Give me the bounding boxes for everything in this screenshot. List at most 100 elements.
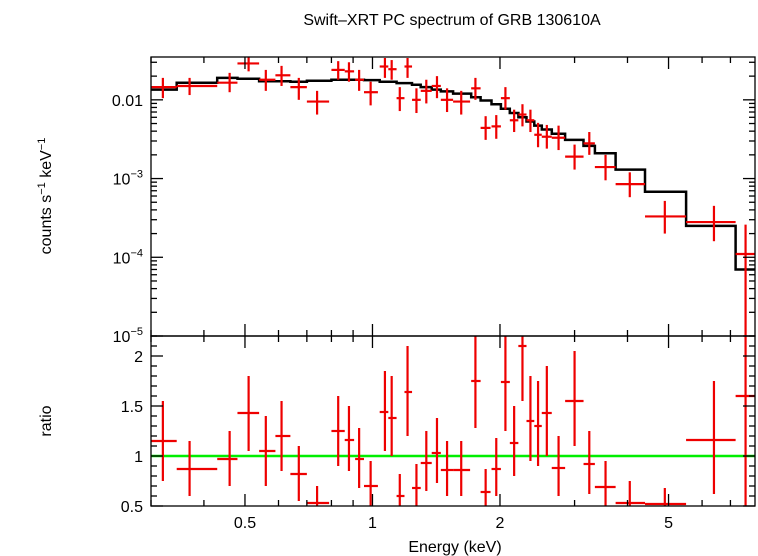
ratio-point (541, 366, 552, 456)
ratio-point (551, 436, 566, 496)
spectrum-point (237, 57, 260, 72)
ratio-point (420, 431, 432, 491)
spectrum-point (735, 224, 755, 336)
ratio-point (217, 431, 238, 486)
ratio-panel (151, 336, 755, 506)
spectrum-point (594, 154, 616, 181)
x-axis-label: Energy (keV) (408, 539, 501, 556)
chart-title: Swift–XRT PC spectrum of GRB 130610A (303, 12, 601, 29)
ratio-point (331, 396, 345, 466)
ratio-point (615, 481, 646, 506)
axes-frames (150, 56, 756, 507)
ratio-point (491, 438, 501, 496)
ratio-point (151, 401, 177, 481)
ratio-point (379, 371, 389, 451)
spectrum-point (306, 90, 330, 115)
spectrum-point (151, 77, 177, 99)
ratio-y-tick-label: 2 (134, 349, 143, 366)
x-tick-label: 5 (664, 515, 673, 532)
spectrum-point (526, 109, 535, 133)
ratio-point (526, 376, 535, 461)
spectrum-point (275, 65, 291, 86)
spectrum-point (217, 72, 238, 93)
spectrum-point (453, 90, 471, 115)
ratio-point (500, 336, 510, 431)
ratio-point (453, 441, 471, 496)
spectrum-point (645, 200, 687, 234)
ratio-point (645, 488, 687, 506)
spectrum-point (412, 88, 421, 114)
spectrum-point (500, 87, 510, 110)
spectrum-point (686, 205, 736, 242)
spectrum-y-tick-label: 10−3 (113, 169, 143, 189)
spectrum-y-axis-label: counts s−1 keV−1 (36, 138, 55, 255)
spectrum-point (388, 60, 397, 80)
ratio-y-axis-label: ratio (38, 405, 55, 436)
spectrum-point (491, 115, 501, 139)
spectrum-point (565, 144, 584, 170)
spectrum-point (583, 132, 595, 155)
spectrum-point (176, 77, 218, 96)
ratio-point (735, 336, 755, 506)
ratio-point (364, 461, 378, 506)
spectrum-point (290, 77, 307, 100)
ratio-point (412, 464, 421, 506)
ratio-point (259, 416, 276, 486)
x-tick-label: 2 (496, 515, 505, 532)
spectrum-point (331, 61, 345, 80)
spectrum-point (551, 125, 566, 151)
spectrum-point (420, 79, 432, 104)
spectrum-y-tick-label: 10−4 (113, 247, 143, 267)
x-tick-label: 0.5 (234, 515, 256, 532)
spectrum-point (344, 62, 355, 82)
ratio-point (565, 351, 584, 446)
ratio-point (594, 461, 616, 506)
spectrum-point (404, 57, 413, 78)
ratio-point (518, 336, 527, 401)
spectrum-point (615, 172, 646, 198)
ratio-point (306, 486, 330, 506)
spectrum-point (471, 77, 481, 100)
ratio-point (583, 431, 595, 494)
ratio-point (275, 401, 291, 471)
ratio-point (686, 381, 736, 494)
spectrum-point (440, 88, 454, 113)
ratio-point (509, 406, 519, 476)
spectrum-y-tick-label: 10−5 (113, 326, 143, 346)
ratio-point (290, 446, 307, 501)
spectrum-y-tick-label: 0.01 (112, 93, 143, 110)
spectrum-point (509, 109, 519, 133)
spectrum-point (396, 87, 405, 112)
tick-marks (150, 57, 755, 507)
ratio-y-tick-label: 1 (134, 449, 143, 466)
ratio-point (404, 346, 413, 436)
ratio-point (440, 441, 454, 496)
spectrum-point (355, 69, 365, 91)
spectrum-point (518, 104, 527, 127)
ratio-point (388, 376, 397, 456)
model-line (151, 76, 755, 271)
ratio-point (431, 418, 441, 483)
ratio-point (534, 381, 542, 466)
ratio-frame (150, 335, 756, 507)
spectrum-point (541, 124, 552, 149)
spectrum-point (379, 57, 389, 78)
x-tick-label: 1 (368, 515, 377, 532)
ratio-point (355, 428, 365, 488)
spectrum-point (480, 116, 491, 140)
tick-labels: 0.5 1 2 5 0.01 10−3 10−4 10−5 0.5 1 1.5 2 (112, 93, 673, 532)
ratio-point (480, 469, 491, 506)
ratio-point (176, 441, 218, 496)
ratio-point (471, 336, 481, 428)
ratio-y-tick-label: 1.5 (121, 399, 143, 416)
ratio-point (344, 406, 355, 471)
ratio-point (237, 376, 260, 451)
ratio-y-tick-label: 0.5 (121, 499, 143, 516)
spectrum-point (534, 122, 542, 148)
spectrum-panel (151, 57, 755, 336)
ratio-point (396, 474, 405, 506)
spectrum-point (364, 81, 378, 106)
spectrum-point (431, 76, 441, 99)
spectrum-point (259, 69, 276, 91)
